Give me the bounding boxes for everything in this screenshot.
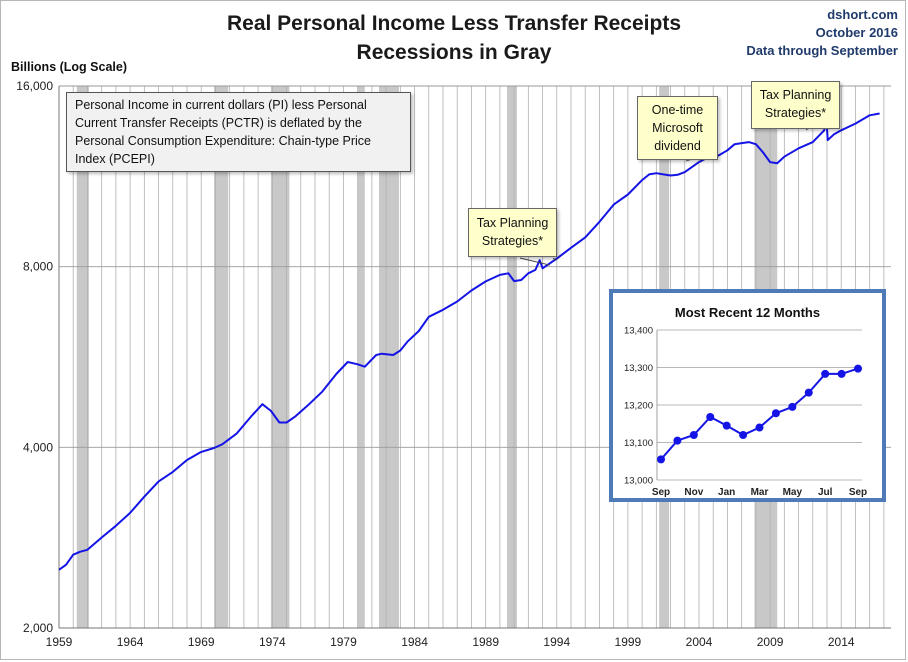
inset-data-point [689, 431, 698, 439]
y-tick-label: 16,000 [16, 79, 53, 93]
description-box: Personal Income in current dollars (PI) … [66, 92, 411, 172]
x-tick-label: 1974 [259, 635, 286, 649]
callout-leader [519, 257, 550, 266]
chart-title-line1: Real Personal Income Less Transfer Recei… [226, 12, 682, 35]
recession-band [214, 86, 229, 628]
x-tick-label: 1994 [543, 635, 570, 649]
inset-data-point [739, 431, 748, 439]
inset-y-tick-label: 13,200 [624, 401, 653, 412]
x-tick-label: 2014 [828, 635, 855, 649]
recession-band [379, 86, 399, 628]
chart-title-line2: Recessions in Gray [356, 41, 552, 64]
inset-data-point [821, 369, 830, 378]
inset-data-point [755, 423, 764, 432]
inset-y-tick-label: 13,000 [624, 476, 653, 487]
source-date: October 2016 [815, 25, 898, 40]
x-tick-label: 1969 [188, 635, 215, 649]
inset-data-point [657, 455, 665, 464]
tax-planning-callout-2: Tax Planning Strategies* [751, 81, 840, 129]
callout-leader [552, 257, 557, 261]
recent-12-months-inset: Most Recent 12 Months 13,000 13,100 13,200… [609, 289, 886, 502]
x-tick-label: 1964 [117, 635, 144, 649]
inset-data-point [837, 369, 846, 378]
inset-data-point [673, 436, 682, 445]
microsoft-dividend-callout: One-time Microsoft dividend [637, 96, 718, 160]
inset-x-tick-label: Jul [818, 487, 833, 498]
y-tick-label: 8,000 [23, 260, 53, 274]
inset-y-tick-label: 13,300 [624, 363, 653, 374]
inset-y-tick-label: 13,400 [624, 326, 653, 337]
inset-x-tick-label: Sep [652, 487, 670, 498]
tax-planning-callout-1: Tax Planning Strategies* [468, 208, 557, 257]
inset-y-tick-label: 13,100 [624, 438, 653, 449]
recession-band [357, 86, 365, 628]
x-tick-label: 1989 [472, 635, 499, 649]
x-tick-label: 1999 [615, 635, 642, 649]
inset-x-tick-label: Jan [718, 487, 735, 498]
inset-x-tick-label: Sep [849, 487, 867, 498]
inset-data-point [771, 409, 780, 418]
x-tick-label: 2004 [686, 635, 713, 649]
recession-band [507, 86, 517, 628]
inset-data-point [854, 364, 862, 373]
y-axis-label: Billions (Log Scale) [11, 60, 127, 74]
x-tick-label: 2009 [757, 635, 784, 649]
source-site: dshort.com [827, 7, 898, 22]
source-data-through: Data through September [746, 43, 898, 58]
inset-x-tick-label: Nov [684, 487, 703, 498]
inset-x-tick-label: May [783, 487, 803, 498]
inset-data-point [804, 388, 813, 397]
x-tick-label: 1984 [401, 635, 428, 649]
inset-chart: 13,000 13,100 13,200 13,300 13,400 Sep Nov Jan M… [624, 326, 867, 499]
inset-data-point [706, 413, 715, 421]
inset-data-point [722, 421, 731, 430]
inset-data-point [788, 402, 797, 411]
x-tick-label: 1959 [46, 635, 73, 649]
x-tick-label: 1979 [330, 635, 357, 649]
y-tick-label: 2,000 [23, 621, 53, 635]
inset-x-tick-label: Mar [751, 487, 769, 498]
series-line [58, 112, 880, 571]
recession-band [76, 86, 89, 628]
inset-title: Most Recent 12 Months [674, 305, 821, 320]
y-tick-label: 4,000 [23, 440, 53, 454]
recession-band [270, 86, 290, 628]
inset-series-line [660, 367, 859, 461]
